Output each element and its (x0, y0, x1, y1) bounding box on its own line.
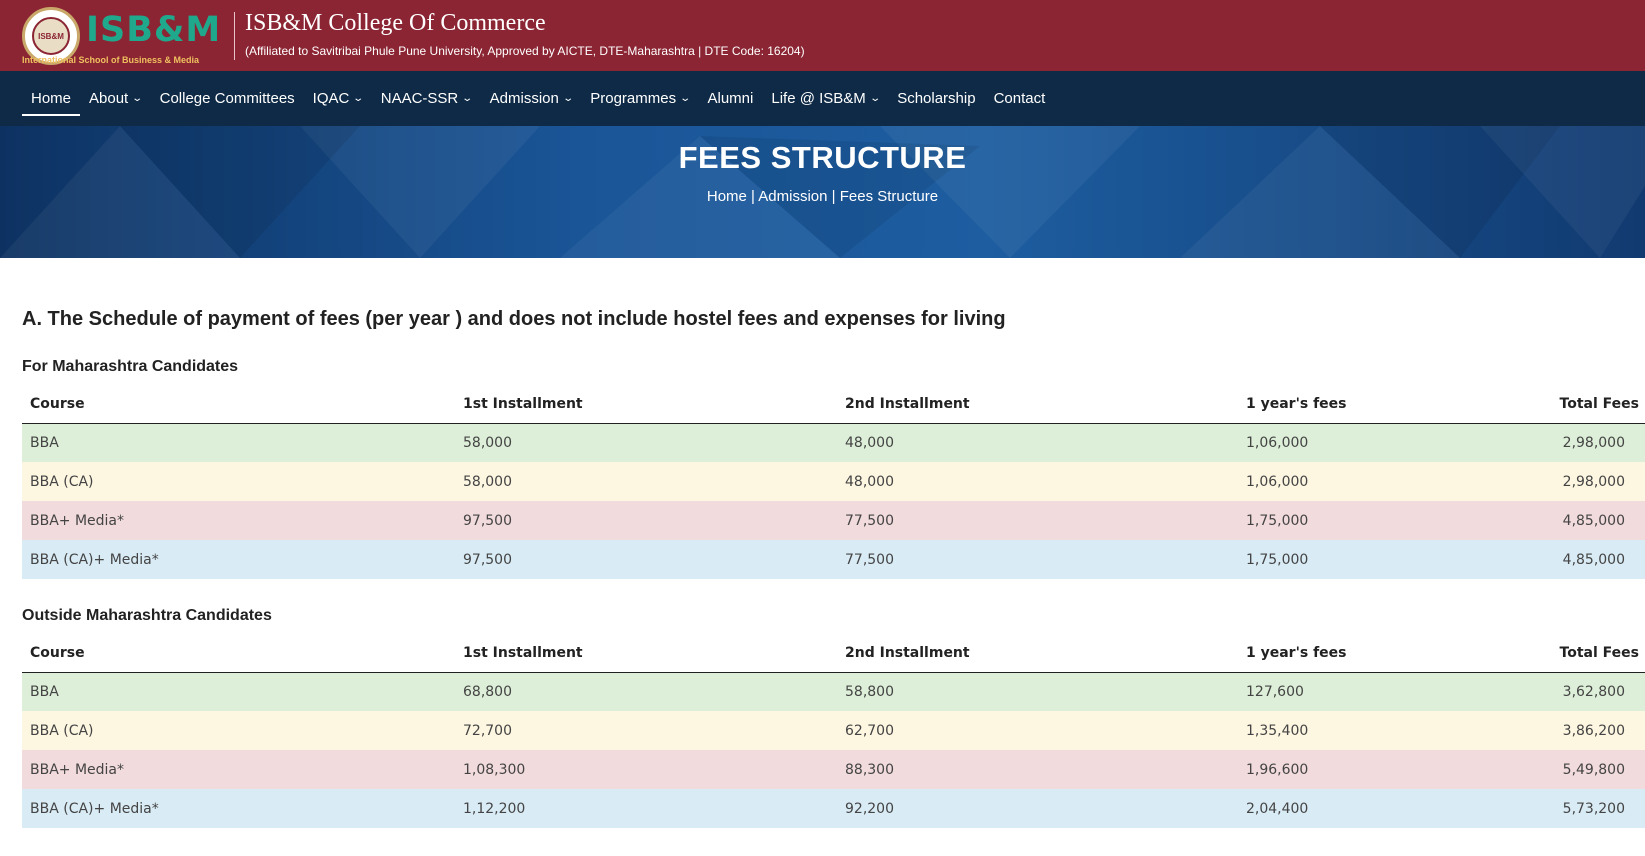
nav-item-alumni[interactable]: Alumni (707, 90, 754, 107)
header-divider (234, 12, 235, 60)
logo[interactable]: ISB&M ISB&M International School of Busi… (0, 0, 232, 71)
table-row: BBA (CA)+ Media* 97,500 77,500 1,75,000 … (22, 540, 1645, 579)
table-row: BBA+ Media* 97,500 77,500 1,75,000 4,85,… (22, 501, 1645, 540)
table-row: BBA+ Media* 1,08,300 88,300 1,96,600 5,4… (22, 750, 1645, 789)
section-title: A. The Schedule of payment of fees (per … (22, 308, 1006, 330)
nav-item-iqac[interactable]: IQAC ⌄ (312, 90, 365, 107)
nav-item-life[interactable]: Life @ ISB&M ⌄ (771, 90, 881, 107)
chevron-down-icon: ⌄ (352, 93, 365, 104)
logo-subtitle: International School of Business & Media (22, 55, 200, 65)
table-row: BBA (CA)+ Media* 1,12,200 92,200 2,04,40… (22, 789, 1645, 828)
breadcrumb-admission[interactable]: Admission (758, 188, 828, 205)
fees-table-maharashtra: Course 1st Installment 2nd Installment 1… (22, 385, 1645, 579)
breadcrumb-current: Fees Structure (839, 188, 939, 205)
nav-item-naac-ssr[interactable]: NAAC-SSR ⌄ (380, 90, 474, 107)
nav-item-about[interactable]: About ⌄ (89, 90, 144, 107)
chevron-down-icon: ⌄ (461, 93, 474, 104)
table-row: BBA (CA) 58,000 48,000 1,06,000 2,98,000 (22, 462, 1645, 501)
nav-item-contact[interactable]: Contact (993, 90, 1046, 107)
main-nav: Home About ⌄ College Committees IQAC ⌄ NAA… (0, 71, 1645, 126)
table-header-row: Course 1st Installment 2nd Installment 1… (22, 634, 1645, 673)
nav-item-programmes[interactable]: Programmes ⌄ (590, 90, 692, 107)
table-title-maharashtra: For Maharashtra Candidates (22, 358, 239, 375)
page-banner: FEES STRUCTURE Home | Admission | Fees S… (0, 126, 1645, 258)
table-row: BBA (CA) 72,700 62,700 1,35,400 3,86,200 (22, 711, 1645, 750)
college-name: ISB&M College Of Commerce (245, 10, 546, 36)
main-content: A. The Schedule of payment of fees (per … (0, 308, 1645, 828)
college-seal-icon: ISB&M (22, 7, 80, 65)
chevron-down-icon: ⌄ (562, 93, 574, 104)
chevron-down-icon: ⌄ (679, 93, 692, 104)
table-header-row: Course 1st Installment 2nd Installment 1… (22, 385, 1645, 424)
nav-item-admission[interactable]: Admission ⌄ (489, 90, 574, 107)
chevron-down-icon: ⌄ (869, 93, 881, 104)
fees-table-outside-maharashtra: Course 1st Installment 2nd Installment 1… (22, 634, 1645, 828)
table-row: BBA 58,000 48,000 1,06,000 2,98,000 (22, 423, 1645, 462)
nav-item-college-committees[interactable]: College Committees (159, 90, 295, 107)
breadcrumb: Home | Admission | Fees Structure (706, 188, 939, 205)
table-row: BBA 68,800 58,800 127,600 3,62,800 (22, 672, 1645, 711)
breadcrumb-home[interactable]: Home (706, 188, 747, 205)
nav-item-scholarship[interactable]: Scholarship (897, 90, 976, 107)
affiliation-text: (Affiliated to Savitribai Phule Pune Uni… (245, 44, 805, 58)
table-title-outside-maharashtra: Outside Maharashtra Candidates (22, 607, 272, 624)
nav-item-home[interactable]: Home (22, 71, 81, 126)
banner-triangle-pattern (0, 126, 1645, 258)
site-header: ISB&M ISB&M International School of Busi… (0, 0, 1645, 71)
logo-text: ISB&M (86, 10, 222, 50)
chevron-down-icon: ⌄ (131, 93, 144, 104)
page-title: FEES STRUCTURE (678, 140, 967, 175)
